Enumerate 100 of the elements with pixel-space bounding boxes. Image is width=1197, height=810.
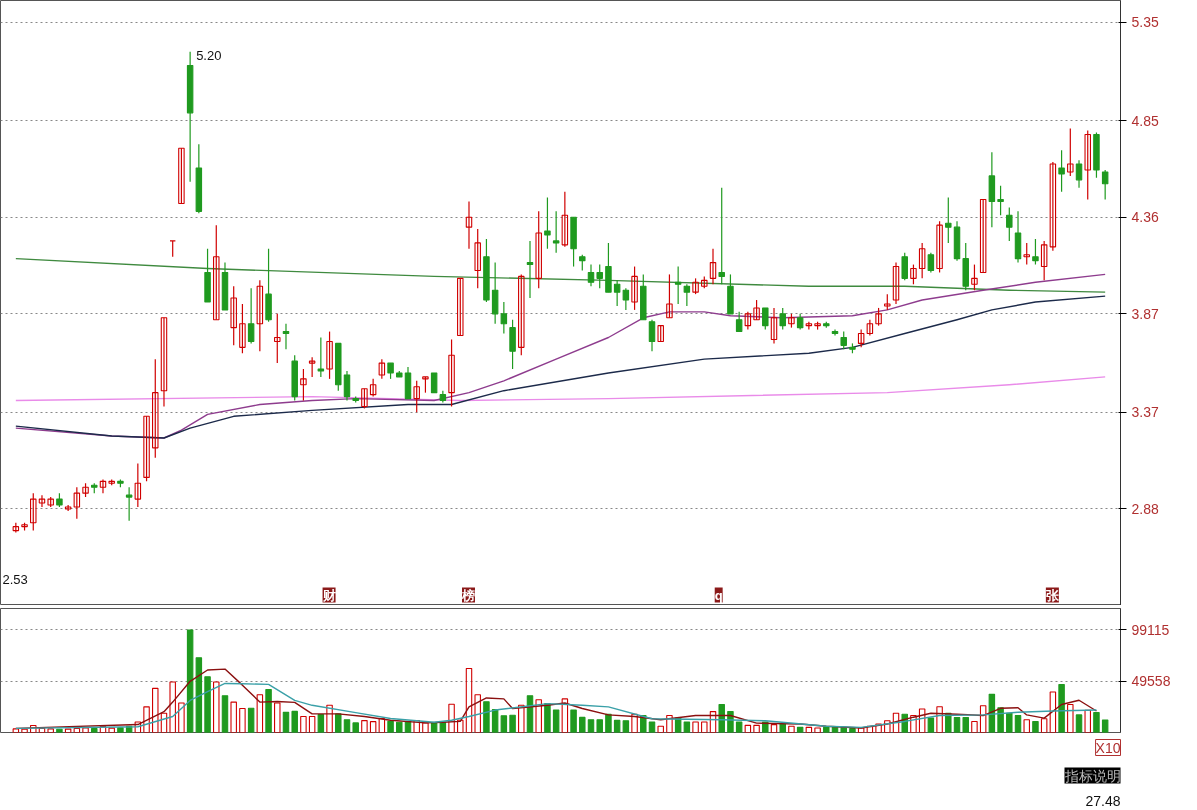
bar xyxy=(866,725,874,733)
bar xyxy=(265,689,272,733)
annotation: 张 xyxy=(1045,587,1060,603)
bar xyxy=(378,717,386,733)
candlestick xyxy=(134,463,142,508)
line-series xyxy=(15,376,1106,402)
bar xyxy=(483,701,490,733)
candlestick xyxy=(552,210,560,254)
bar xyxy=(352,722,359,733)
bar xyxy=(47,728,54,733)
bar xyxy=(823,726,830,733)
bar xyxy=(387,720,394,733)
bar xyxy=(561,698,569,733)
bar xyxy=(108,727,115,733)
bar xyxy=(587,719,595,733)
bar xyxy=(657,725,664,733)
bar xyxy=(465,667,473,733)
candlestick xyxy=(892,262,900,305)
bar xyxy=(300,715,307,733)
bar xyxy=(1101,719,1109,733)
annotation: 2.53 xyxy=(2,571,28,587)
bar xyxy=(544,703,551,733)
bar xyxy=(892,712,900,733)
candlestick xyxy=(213,224,220,321)
bar xyxy=(143,706,150,733)
bar xyxy=(718,703,725,733)
bar xyxy=(282,711,290,733)
candlestick xyxy=(918,242,926,279)
candlestick xyxy=(753,299,760,321)
y-tick-label: 3.87 xyxy=(1131,305,1159,322)
candlestick xyxy=(448,338,455,408)
bar xyxy=(213,681,220,733)
bar xyxy=(82,727,89,733)
bar xyxy=(805,726,813,733)
candlestick xyxy=(509,319,516,370)
y-tick-label: 2.88 xyxy=(1131,500,1159,517)
bar xyxy=(291,710,298,733)
candlestick xyxy=(247,287,255,344)
candlestick xyxy=(378,358,386,380)
bar xyxy=(474,694,481,733)
candlestick xyxy=(666,273,673,319)
candlestick xyxy=(152,358,159,459)
bar xyxy=(326,704,333,733)
bar xyxy=(256,694,264,733)
bar xyxy=(509,714,516,733)
bar xyxy=(230,701,237,733)
bar xyxy=(518,704,525,733)
candlestick xyxy=(997,185,1004,216)
bar xyxy=(91,727,98,733)
candlestick xyxy=(73,486,81,520)
bar xyxy=(962,716,969,733)
candlestick xyxy=(99,478,107,494)
candlestick xyxy=(613,279,621,307)
bar xyxy=(457,719,464,733)
candlestick xyxy=(648,319,656,352)
annotation: 5.20 xyxy=(196,47,222,63)
bar xyxy=(361,720,368,733)
bar xyxy=(1075,714,1083,733)
y-tick-label: 5.35 xyxy=(1131,14,1159,31)
bar xyxy=(274,702,281,733)
bar xyxy=(448,703,455,733)
bar xyxy=(552,709,560,733)
candlestick xyxy=(308,356,316,378)
y-tick-label: 99115 xyxy=(1131,622,1170,638)
bar xyxy=(1067,703,1074,733)
bar xyxy=(335,713,342,733)
candlestick xyxy=(369,378,377,398)
bar xyxy=(73,728,81,733)
candlestick xyxy=(1075,159,1083,189)
bar xyxy=(152,687,159,733)
bar xyxy=(396,721,403,733)
candlestick xyxy=(927,252,935,274)
bar xyxy=(927,717,935,733)
bar xyxy=(1058,683,1065,733)
annotation: 财 xyxy=(321,587,336,603)
bar xyxy=(570,709,577,733)
bar xyxy=(343,719,351,733)
candlestick xyxy=(683,283,691,307)
bar xyxy=(683,721,691,733)
candlestick xyxy=(596,263,603,289)
line-series xyxy=(15,257,1106,293)
bar xyxy=(596,719,603,733)
bar xyxy=(910,714,917,733)
bar xyxy=(30,724,37,733)
bar xyxy=(1023,719,1030,733)
bar xyxy=(308,715,316,733)
bar xyxy=(666,714,673,733)
y-tick-label: 4.85 xyxy=(1131,112,1159,129)
candlestick xyxy=(38,494,46,508)
bar xyxy=(762,721,769,733)
text: 指标说明 xyxy=(1063,767,1121,784)
candlestick xyxy=(866,319,874,337)
bar xyxy=(709,711,717,733)
bar xyxy=(195,657,203,733)
candlestick xyxy=(518,273,525,356)
candlestick xyxy=(744,311,752,331)
candlestick xyxy=(343,370,351,402)
bar xyxy=(770,724,778,733)
candlestick xyxy=(945,196,952,244)
candlestick xyxy=(1049,161,1057,252)
